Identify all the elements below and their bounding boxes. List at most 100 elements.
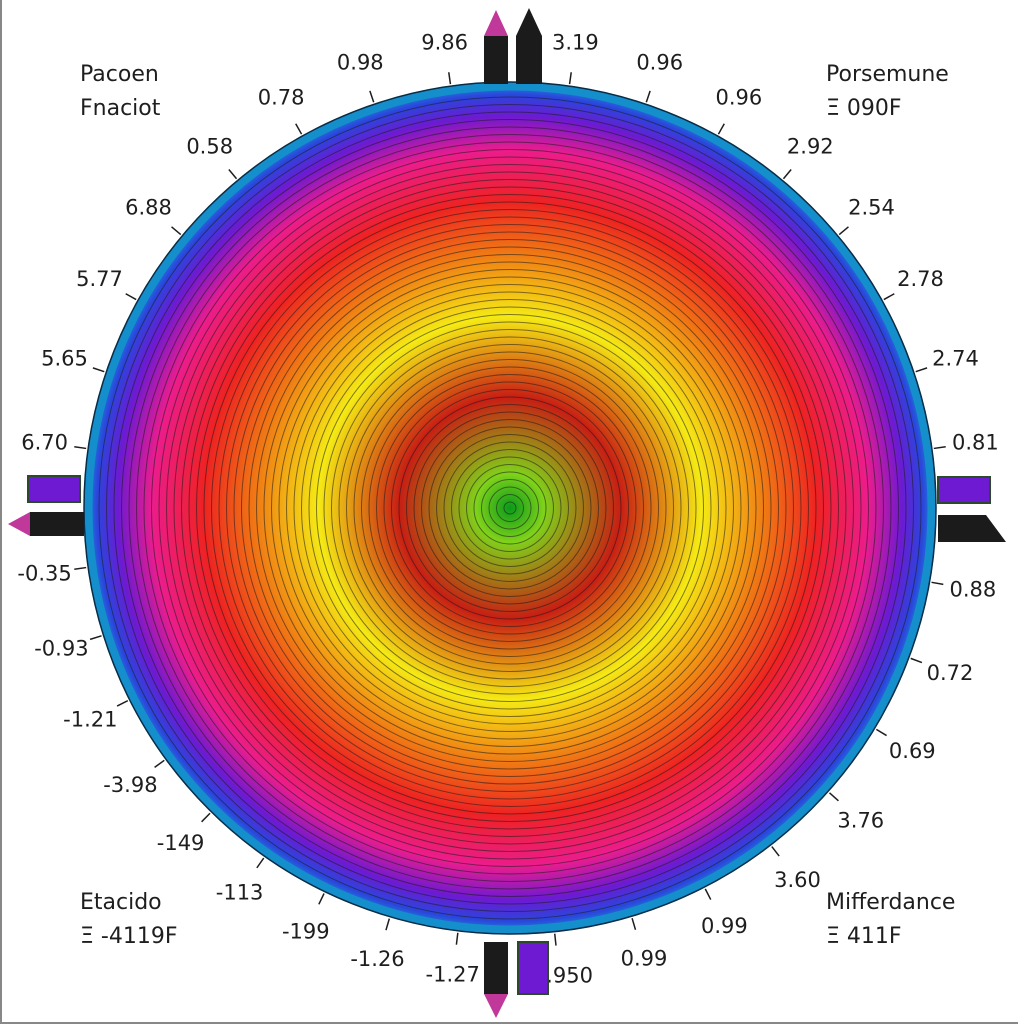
annotation-bottom-left-line-2: Ξ -4119F (80, 924, 178, 949)
tick-mark (295, 123, 303, 135)
heat-disk (84, 82, 936, 934)
tick-label-top-right-6: 2.74 (932, 346, 979, 370)
tick-labels: 3.19 0.96 0.96 2.92 2.54 2.78 2.74 0.81 0.88 0.72… (17, 31, 998, 988)
contour-ring (256, 254, 764, 762)
tick-label-bottom-left-3: -113 (216, 880, 264, 904)
contour-ring (121, 119, 899, 897)
marker-right-swatch (937, 476, 991, 504)
tick-label-top-right-3: 2.92 (787, 135, 834, 159)
annotation-top-right: Porsemune Ξ 090F (826, 58, 949, 126)
tick-label-top-left-2: 5.77 (76, 267, 123, 291)
annotation-bottom-left: Etacido Ξ -4119F (80, 886, 177, 954)
tick-label-top-right-7: 0.81 (952, 431, 999, 455)
marker-top-needle (516, 8, 542, 84)
contour-ring (271, 269, 749, 747)
contour-ring (443, 441, 577, 575)
contour-ring (143, 141, 877, 875)
contour-ring (316, 314, 704, 702)
tick-label-bottom-left-0: -1.27 (426, 963, 480, 987)
tick-label-bottom-right-3: 3.76 (837, 809, 884, 833)
contour-ring (338, 336, 682, 680)
contour-ring (293, 291, 727, 725)
outer-rim-edge (83, 81, 937, 935)
tick-label-top-left-5: 0.78 (258, 86, 305, 110)
contour-ring (128, 126, 892, 890)
contour-ring (106, 104, 914, 912)
tick-mark (838, 226, 849, 236)
tick-label-bottom-left-6: -1.21 (63, 708, 117, 732)
contour-ring (361, 359, 659, 657)
tick-mark (89, 635, 102, 641)
marker-bottom-swatch (517, 941, 549, 995)
annotation-bottom-right: Mifferdance Ξ 411F (826, 886, 955, 954)
tick-mark (645, 90, 651, 103)
annotation-top-right-line-1: Porsemune (826, 62, 949, 87)
tick-mark (931, 581, 944, 586)
tick-mark (125, 293, 137, 301)
tick-mark (553, 933, 557, 946)
tick-label-top-left-4: 0.58 (186, 135, 233, 159)
marker-right-bar (938, 515, 1006, 542)
contour-ring (391, 389, 629, 627)
annotation-top-left-line-1: Pacoen (80, 62, 159, 87)
contour-ring (286, 284, 734, 732)
contour-ring (458, 456, 562, 560)
contour-ring (496, 494, 524, 522)
contour-ring (136, 134, 884, 882)
contour-ring (383, 381, 637, 635)
contour-ring (398, 396, 622, 620)
contour-ring (466, 464, 554, 552)
tick-label-bottom-left-4: -149 (157, 831, 205, 855)
tick-mark (883, 293, 895, 301)
tick-label-bottom-right-4: 3.60 (774, 868, 821, 892)
tick-mark (256, 857, 265, 869)
contour-ring (503, 501, 517, 515)
contour-ring (421, 419, 599, 597)
tick-label-top-left-6: 0.98 (337, 51, 384, 75)
contour-ring (301, 299, 719, 717)
tick-mark (201, 812, 211, 823)
annotation-bottom-right-line-1: Mifferdance (826, 890, 956, 915)
tick-label-top-right-4: 2.54 (848, 196, 895, 220)
tick-label-bottom-right-2: 0.69 (889, 739, 936, 763)
tick-mark (369, 90, 375, 103)
tick-label-top-right-0: 3.19 (552, 31, 599, 55)
contour-ring (331, 329, 689, 687)
tick-label-top-left-7: 9.86 (421, 31, 468, 55)
tick-mark (910, 657, 923, 664)
tick-label-bottom-right-1: 0.72 (927, 661, 974, 685)
tick-label-bottom-left-2: -199 (282, 919, 330, 943)
contour-ring (248, 246, 772, 770)
contour-ring (353, 351, 667, 665)
contour-ring (113, 111, 907, 905)
tick-mark (704, 888, 712, 900)
tick-label-top-left-3: 6.88 (125, 196, 172, 220)
tick-mark (782, 169, 792, 180)
tick-mark (228, 169, 238, 180)
tick-label-top-right-2: 0.96 (716, 86, 763, 110)
annotation-top-left: Pacoen Fnaciot (80, 58, 160, 126)
marker-top-bar (484, 36, 508, 84)
annotation-bottom-right-line-2: Ξ 411F (826, 924, 902, 949)
tick-label-bottom-right-0: 0.88 (950, 578, 997, 602)
tick-mark (455, 932, 459, 945)
contour-ring (241, 239, 779, 777)
contour-ring (263, 261, 757, 755)
tick-mark (771, 846, 780, 857)
tick-mark (933, 446, 946, 450)
contour-ring (173, 171, 847, 845)
tick-mark (717, 123, 725, 135)
marker-left-bar (30, 512, 84, 536)
contour-ring (211, 209, 809, 807)
tick-mark (74, 566, 87, 570)
contour-ring (151, 149, 869, 867)
tick-mark (915, 367, 928, 373)
tick-label-bottom-left-7: -0.93 (34, 636, 88, 660)
tick-label-bottom-left-5: -3.98 (103, 773, 157, 797)
tick-label-bottom-right-5: 0.99 (701, 914, 748, 938)
marker-bottom-arrow (484, 994, 508, 1018)
tick-mark (318, 893, 325, 905)
contour-ring (323, 321, 697, 695)
tick-mark (448, 72, 452, 85)
marker-bottom-bar (484, 942, 508, 994)
